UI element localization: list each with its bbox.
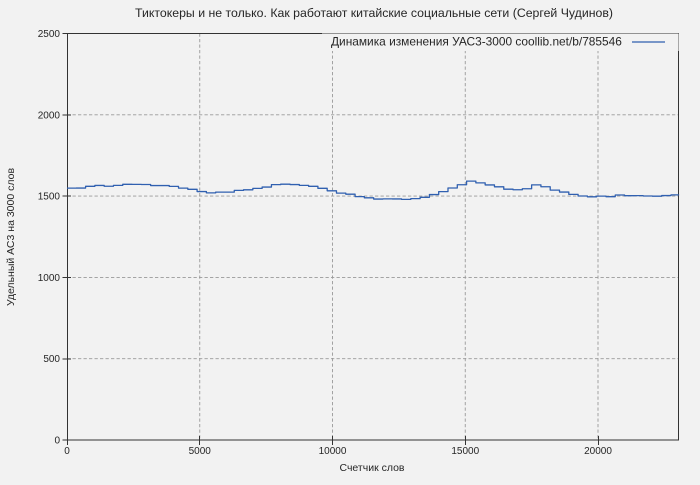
svg-text:0: 0 [64, 446, 70, 457]
svg-text:Удельный АС3 на 3000 слов: Удельный АС3 на 3000 слов [5, 168, 17, 306]
svg-text:2000: 2000 [38, 110, 61, 121]
svg-text:500: 500 [43, 354, 60, 365]
svg-text:Динамика изменения УАС3-3000 c: Динамика изменения УАС3-3000 coollib.net… [331, 35, 622, 49]
svg-text:10000: 10000 [319, 446, 347, 457]
svg-text:5000: 5000 [189, 446, 212, 457]
svg-text:Тиктокеры и не только. Как раб: Тиктокеры и не только. Как работают кита… [135, 6, 613, 20]
svg-text:0: 0 [54, 436, 60, 447]
svg-text:2500: 2500 [38, 29, 61, 40]
svg-text:1000: 1000 [38, 273, 61, 284]
svg-text:20000: 20000 [584, 446, 612, 457]
svg-text:Счетчик слов: Счетчик слов [340, 462, 405, 474]
svg-text:1500: 1500 [38, 192, 61, 203]
svg-text:15000: 15000 [451, 446, 479, 457]
